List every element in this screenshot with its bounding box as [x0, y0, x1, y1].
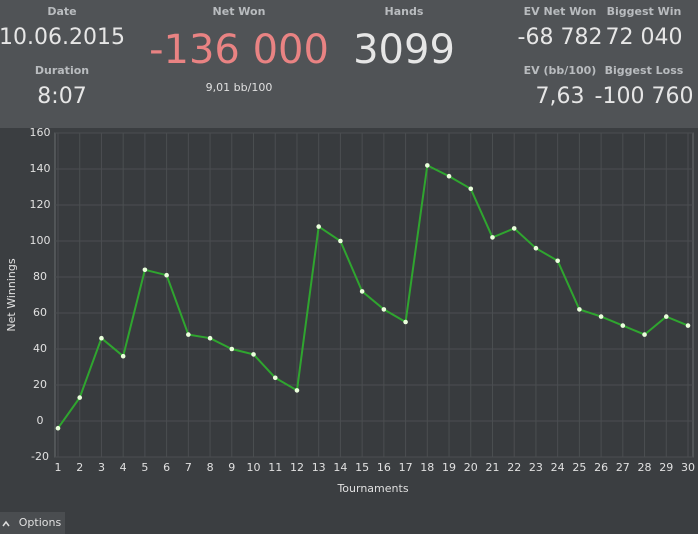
stat-label: Date — [47, 5, 76, 18]
stat-label: Hands — [385, 5, 424, 18]
point — [142, 267, 148, 273]
stat-value: 3099 — [353, 27, 455, 73]
x-tick-label: 22 — [507, 461, 521, 474]
x-tick-label: 12 — [290, 461, 304, 474]
point — [446, 173, 452, 179]
stat-value: -68 782 — [518, 25, 603, 50]
x-tick-label: 16 — [377, 461, 391, 474]
x-tick-label: 6 — [163, 461, 170, 474]
x-tick-label: 4 — [120, 461, 127, 474]
point — [663, 314, 669, 319]
x-tick-label: 25 — [572, 461, 586, 474]
y-tick-label: 40 — [33, 342, 47, 355]
y-tick-label: 140 — [30, 162, 51, 175]
point — [359, 289, 365, 294]
stat-label: Biggest Loss — [605, 64, 684, 77]
point — [555, 258, 560, 264]
y-tick-label: -20 — [31, 450, 49, 463]
stat-sub: 9,01 bb/100 — [206, 81, 273, 94]
x-tick-label: 11 — [268, 461, 282, 474]
x-tick-label: 1 — [55, 461, 62, 474]
x-tick-label: 10 — [247, 461, 261, 474]
y-tick-label: 160 — [30, 126, 51, 139]
options-bg[interactable] — [0, 512, 65, 534]
point — [642, 332, 647, 337]
point — [511, 226, 517, 231]
point — [468, 186, 474, 192]
x-tick-label: 8 — [207, 461, 214, 474]
stat-value: -136 000 — [149, 27, 329, 73]
x-tick-label: 18 — [420, 461, 434, 474]
stat-label: Duration — [35, 64, 89, 77]
x-tick-label: 5 — [141, 461, 148, 474]
y-tick-label: 0 — [37, 414, 44, 427]
options-label[interactable]: Options — [19, 516, 62, 529]
y-tick-label: 100 — [30, 234, 51, 247]
y-axis-title: Net Winnings — [5, 258, 18, 331]
stat-label: EV Net Won — [524, 5, 597, 18]
point — [251, 352, 256, 357]
x-axis-title: Tournaments — [336, 482, 408, 495]
point — [229, 346, 235, 352]
x-tick-label: 29 — [659, 461, 673, 474]
header-panel — [0, 0, 698, 128]
point — [598, 314, 604, 319]
stat-value: 8:07 — [37, 84, 86, 109]
plot-area — [54, 132, 694, 458]
x-tick-label: 30 — [681, 461, 695, 474]
x-tick-label: 26 — [594, 461, 608, 474]
point — [533, 245, 539, 251]
point — [316, 224, 321, 229]
x-tick-label: 21 — [485, 461, 499, 474]
caret-icon — [2, 520, 10, 527]
point — [120, 353, 126, 359]
x-tick-label: 17 — [399, 461, 413, 474]
x-tick-label: 9 — [228, 461, 235, 474]
point — [99, 335, 104, 341]
stat-value: 72 040 — [606, 25, 683, 50]
y-tick-label: 80 — [33, 270, 47, 283]
x-tick-label: 24 — [551, 461, 565, 474]
line — [57, 163, 689, 429]
stat-label: Biggest Win — [607, 5, 682, 18]
point — [490, 235, 495, 240]
stat-value: 7,63 — [536, 84, 585, 109]
point — [186, 332, 191, 337]
x-tick-label: 27 — [616, 461, 630, 474]
point — [425, 163, 430, 168]
x-tick-label: 23 — [529, 461, 543, 474]
x-tick-label: 15 — [355, 461, 369, 474]
y-tick-label: 20 — [33, 378, 47, 391]
point — [207, 335, 213, 341]
y-tick-label: 60 — [33, 306, 47, 319]
point — [403, 319, 408, 325]
point — [338, 238, 343, 244]
point — [620, 323, 626, 328]
point — [294, 388, 300, 393]
x-tick-label: 3 — [98, 461, 105, 474]
stat-label: Net Won — [213, 5, 266, 18]
x-tick-label: 20 — [464, 461, 478, 474]
x-tick-label: 28 — [638, 461, 652, 474]
point — [164, 272, 169, 278]
x-tick-label: 13 — [312, 461, 326, 474]
y-tick-label: 120 — [30, 198, 51, 211]
stat-value: -100 760 — [595, 84, 694, 109]
options-button[interactable]: Options — [0, 512, 65, 534]
point — [381, 307, 387, 312]
point — [55, 425, 61, 431]
point — [577, 307, 582, 312]
x-tick-label: 19 — [442, 461, 456, 474]
x-tick-label: 7 — [185, 461, 192, 474]
x-tick-label: 14 — [333, 461, 347, 474]
point — [685, 323, 691, 328]
point — [272, 375, 278, 381]
point — [77, 395, 83, 400]
x-tick-label: 2 — [76, 461, 83, 474]
stat-label: EV (bb/100) — [524, 64, 597, 77]
stat-value: 10.06.2015 — [0, 25, 125, 50]
